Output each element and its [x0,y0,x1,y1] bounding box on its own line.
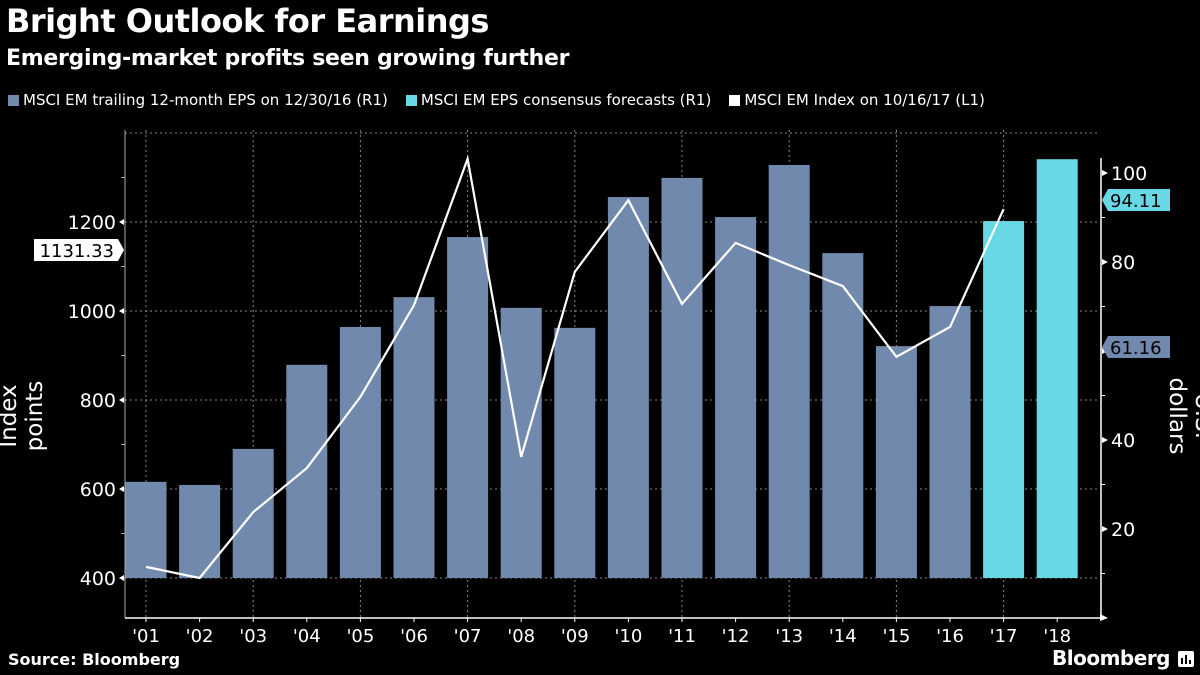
left-tick [119,308,124,314]
right-tick-label: 100 [1111,163,1147,185]
last-value-badge-right [1102,336,1170,358]
bar [875,346,917,578]
last-value-label: 61.16 [1110,338,1162,359]
legend-label: MSCI EM EPS consensus forecasts (R1) [420,91,712,109]
legend-item-consensus: MSCI EM EPS consensus forecasts (R1) [405,91,712,109]
bar [715,217,757,578]
legend: MSCI EM trailing 12-month EPS on 12/30/1… [8,91,985,109]
bar [607,197,649,578]
left-tick [119,486,124,492]
x-tick-label: '08 [507,626,535,647]
x-axis-arrow [1100,614,1108,621]
x-tick-label: '01 [132,626,160,647]
x-tick-label: '11 [668,626,696,647]
x-tick-label: '12 [722,626,750,647]
x-tick-label: '16 [936,626,964,647]
left-tick-label: 400 [80,568,116,590]
x-tick-label: '02 [186,626,214,647]
legend-item-trailing-eps: MSCI EM trailing 12-month EPS on 12/30/1… [8,91,388,109]
bar [768,164,810,579]
x-tick-label: '06 [400,626,428,647]
x-tick-label: '05 [346,626,374,647]
x-tick-label: '04 [293,626,321,647]
bar [393,297,435,578]
x-tick-label: '07 [454,626,482,647]
right-tick [1102,526,1108,532]
x-tick-label: '15 [882,626,910,647]
brand-logo: Bloomberg [1052,646,1170,670]
bar [822,253,864,578]
chart-title: Bright Outlook for Earnings [6,2,489,40]
left-tick [119,397,124,403]
legend-swatch-index [729,94,741,106]
last-value-label: 1131.33 [40,241,114,262]
legend-item-index: MSCI EM Index on 10/16/17 (L1) [729,91,985,109]
chart-subtitle: Emerging-market profits seen growing fur… [6,46,570,71]
x-tick-label: '09 [561,626,589,647]
right-tick [1102,437,1108,443]
last-value-badge-left [34,239,124,261]
x-tick-label: '03 [239,626,267,647]
legend-label: MSCI EM Index on 10/16/17 (L1) [744,91,985,109]
right-axis-label: U.S. dollars [1164,377,1200,455]
left-axis-label: Index points [0,380,48,452]
bar [983,221,1025,578]
terminal-icon [1178,651,1194,667]
last-value-badge-right [1102,189,1170,211]
left-tick-label: 1200 [68,212,116,234]
last-value-label: 94.11 [1110,191,1162,212]
x-tick-label: '13 [775,626,803,647]
bar [1036,159,1078,578]
right-tick-label: 40 [1111,430,1135,452]
bar [447,237,489,578]
right-tick [1102,170,1108,176]
source-note: Source: Bloomberg [8,650,181,669]
left-tick-label: 800 [80,390,116,412]
bar [125,481,167,578]
index-line [145,154,1005,580]
bar [179,484,221,578]
right-tick-label: 20 [1111,519,1135,541]
x-tick-label: '10 [614,626,642,647]
bar [554,327,596,578]
left-tick [119,575,124,581]
legend-swatch-trailing-eps [8,94,19,106]
x-tick-label: '14 [829,626,857,647]
right-tick [1102,259,1108,265]
right-tick-label: 80 [1111,252,1135,274]
bar [339,326,381,578]
legend-swatch-consensus [405,94,417,106]
left-tick [119,219,124,225]
left-tick-label: 1000 [68,301,116,323]
bar [500,307,542,578]
bar [661,177,703,578]
legend-label: MSCI EM trailing 12-month EPS on 12/30/1… [23,91,388,109]
x-tick-label: '18 [1043,626,1071,647]
left-tick-label: 600 [80,479,116,501]
x-tick-label: '17 [990,626,1018,647]
bar [286,364,328,578]
bar [929,306,971,578]
